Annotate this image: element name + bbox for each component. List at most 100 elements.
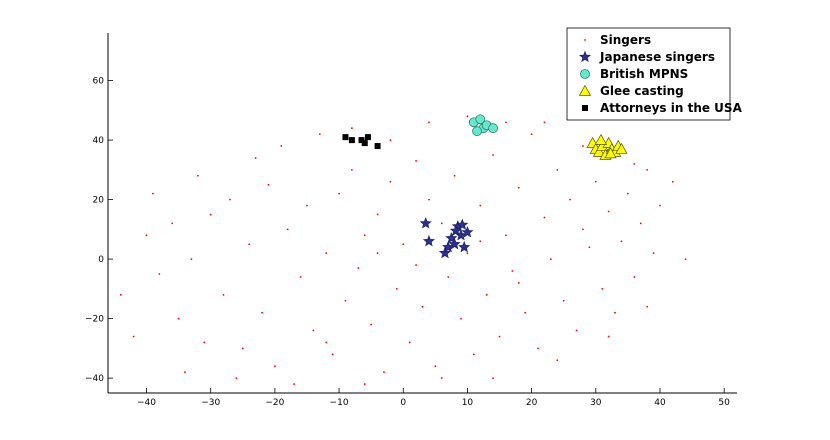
point-japanese-singers: [461, 226, 474, 238]
point-glee-casting: [594, 133, 608, 145]
point-singers: [633, 163, 636, 165]
point-singers: [235, 377, 238, 380]
point-singers: [254, 157, 257, 159]
point-singers: [440, 222, 443, 225]
point-british-mpns: [472, 126, 482, 137]
point-singers: [415, 160, 417, 162]
x-tick-label: −10: [330, 398, 349, 408]
point-singers: [620, 240, 623, 243]
x-tick-label: −30: [201, 398, 220, 408]
point-singers: [659, 204, 661, 207]
x-tick-label: 30: [590, 398, 602, 408]
point-singers: [331, 353, 334, 356]
legend-label-glee-casting: Glee casting: [600, 84, 684, 98]
y-tick-label: −40: [85, 374, 104, 384]
point-singers: [485, 293, 488, 296]
point-singers: [408, 341, 411, 344]
point-singers: [466, 115, 469, 118]
point-singers: [428, 121, 430, 124]
point-japanese-singers: [445, 231, 458, 244]
point-singers: [325, 341, 328, 344]
x-tick-label: −40: [137, 398, 156, 408]
data-marks: [119, 114, 687, 385]
point-attorneys-in-the-usa: [342, 134, 349, 141]
point-singers: [312, 329, 315, 332]
point-singers: [389, 139, 392, 142]
legend-marker-attorneys-in-the-usa: [582, 105, 588, 111]
legend-marker-japanese-singers: [578, 50, 592, 63]
point-singers: [530, 133, 533, 136]
point-singers: [402, 243, 405, 246]
point-singers: [684, 258, 687, 261]
point-singers: [614, 311, 616, 314]
legend-label-attorneys-in-the-usa: Attorneys in the USA: [600, 101, 743, 115]
point-singers: [241, 347, 244, 350]
y-tick-label: 60: [93, 77, 105, 87]
point-singers: [569, 198, 572, 201]
point-glee-casting: [615, 142, 628, 154]
point-singers: [171, 222, 174, 225]
legend-label-singers: Singers: [600, 33, 651, 47]
point-singers: [594, 180, 597, 183]
series-british-mpns: [468, 114, 499, 137]
point-singers: [395, 287, 398, 290]
x-tick-label: 10: [462, 398, 474, 408]
point-singers: [267, 183, 270, 186]
point-singers: [646, 305, 649, 308]
y-tick-label: −20: [85, 315, 104, 325]
point-singers: [607, 210, 610, 213]
point-singers: [370, 323, 373, 326]
point-singers: [338, 192, 340, 195]
point-singers: [549, 258, 552, 261]
legend: Singers Japanese singers British MPNS Glee …: [566, 27, 743, 121]
point-singers: [453, 174, 456, 177]
legend-label-british-mpns: British MPNS: [600, 67, 688, 81]
point-singers: [447, 276, 450, 278]
point-singers: [389, 180, 392, 183]
point-singers: [376, 252, 379, 255]
y-tick-label: 20: [93, 196, 105, 206]
point-singers: [119, 293, 122, 296]
x-tick-label: −20: [265, 398, 284, 408]
point-singers: [601, 287, 604, 290]
point-attorneys-in-the-usa: [374, 143, 381, 150]
point-singers: [428, 198, 430, 201]
point-singers: [652, 252, 655, 255]
point-singers: [588, 246, 591, 249]
point-british-mpns: [488, 123, 499, 134]
point-singers: [350, 127, 353, 130]
point-singers: [350, 168, 353, 171]
point-singers: [517, 282, 520, 284]
point-singers: [222, 293, 225, 296]
series-glee-casting: [586, 133, 628, 160]
point-singers: [196, 174, 199, 177]
point-japanese-singers: [419, 217, 432, 229]
point-japanese-singers: [448, 237, 461, 250]
point-singers: [145, 234, 148, 237]
series-attorneys-in-the-usa: [342, 134, 381, 150]
point-singers: [248, 243, 251, 246]
x-tick-label: 20: [526, 398, 538, 408]
point-japanese-singers: [456, 218, 469, 231]
point-singers: [492, 154, 495, 156]
point-singers: [517, 186, 520, 189]
point-singers: [543, 121, 546, 124]
point-singers: [325, 252, 328, 255]
point-singers: [479, 204, 482, 207]
point-singers: [177, 317, 180, 320]
point-attorneys-in-the-usa: [348, 137, 355, 144]
x-tick-label: 50: [718, 398, 730, 408]
point-singers: [299, 276, 302, 278]
point-singers: [184, 371, 186, 374]
point-singers: [415, 264, 417, 266]
point-singers: [376, 213, 379, 216]
point-attorneys-in-the-usa: [364, 134, 371, 141]
legend-marker-singers: [584, 39, 586, 41]
point-singers: [460, 317, 462, 320]
point-singers: [209, 213, 212, 216]
point-singers: [607, 335, 610, 338]
point-singers: [273, 365, 276, 368]
point-glee-casting: [604, 147, 617, 159]
point-singers: [537, 347, 539, 350]
